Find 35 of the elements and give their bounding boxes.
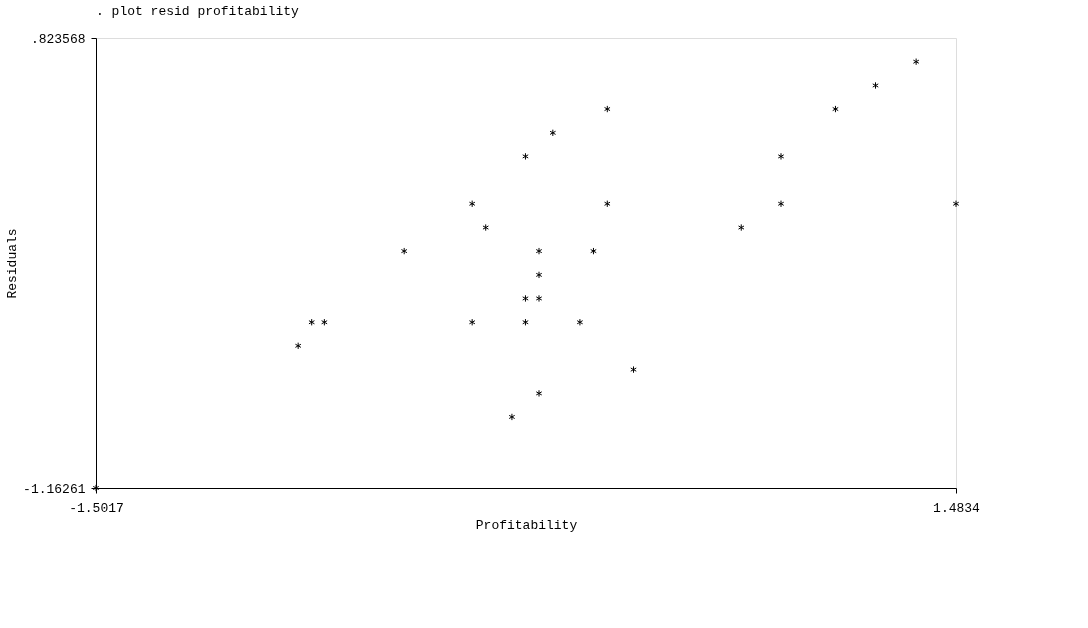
point [604, 200, 611, 208]
x-tick-label: -1.5017 [69, 500, 124, 516]
point [630, 365, 637, 374]
point [522, 152, 529, 161]
point [468, 200, 476, 208]
point [308, 318, 315, 326]
chart-title: . plot resid profitability [96, 4, 300, 19]
point [468, 318, 476, 326]
point [522, 318, 529, 326]
point [912, 58, 920, 66]
point [535, 271, 543, 279]
point [535, 247, 543, 255]
point [482, 223, 489, 232]
point [590, 247, 597, 255]
point [604, 105, 611, 113]
point [832, 105, 839, 113]
point [777, 200, 785, 208]
point [738, 223, 745, 232]
y-axis-title: Residuals [5, 228, 21, 299]
point [535, 294, 543, 303]
point [777, 152, 785, 161]
point [535, 389, 543, 398]
x-tick-label: 1.4834 [933, 500, 981, 516]
point [872, 81, 879, 90]
point [400, 247, 408, 255]
point [952, 200, 960, 208]
y-tick-label: -1.16261 [23, 481, 86, 497]
point [576, 318, 584, 326]
point [508, 413, 516, 421]
point [321, 318, 328, 326]
y-tick-label: .823568 [30, 31, 86, 47]
point [294, 342, 302, 350]
point [522, 294, 529, 303]
point [549, 129, 557, 137]
x-axis-title: Profitability [475, 517, 578, 533]
